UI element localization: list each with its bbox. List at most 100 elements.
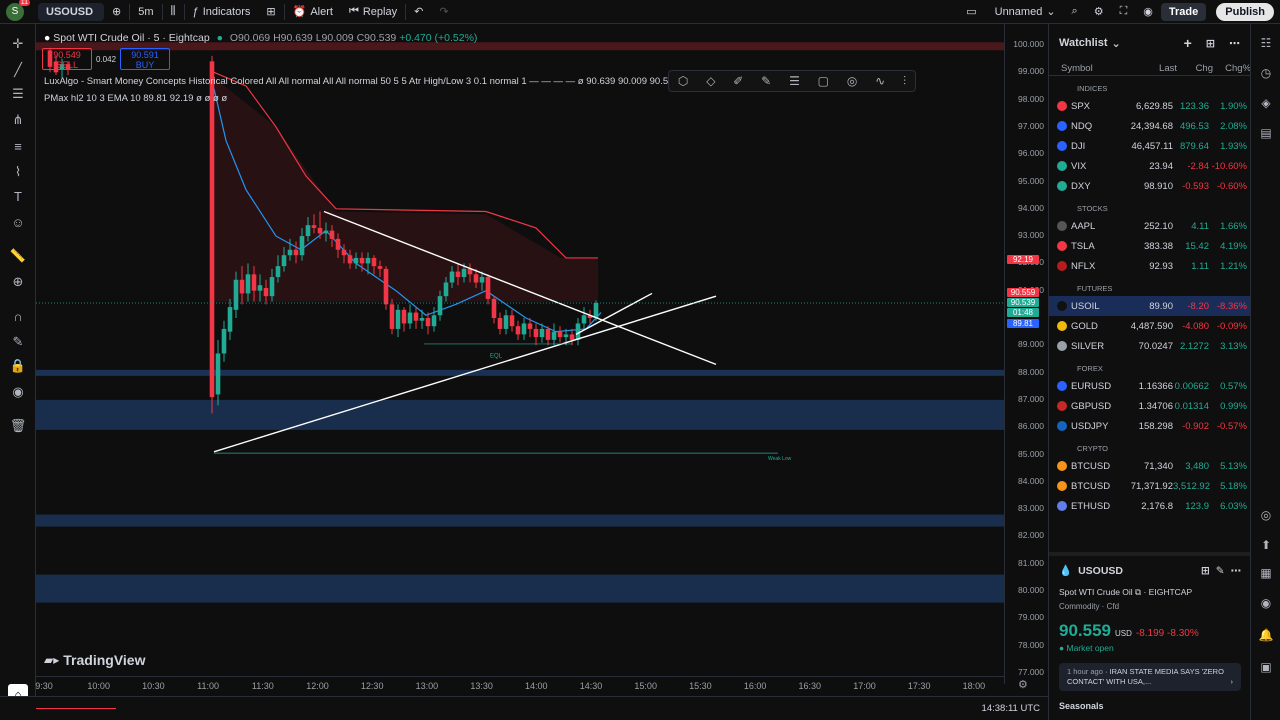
path-icon[interactable]: ◇ (706, 74, 716, 88)
calendar-icon[interactable]: ▦ (1260, 566, 1272, 580)
news-item[interactable]: 1 hour ago · IRAN STATE MEDIA SAYS 'ZERO… (1059, 663, 1241, 691)
pitchfork-icon[interactable]: ⋔ (12, 112, 24, 127)
col-last[interactable]: Last (1159, 63, 1177, 74)
settings-icon[interactable]: ⚙ (1093, 6, 1104, 18)
watchlist-row[interactable]: BTCUSD 71,371.92 3,512.92 5.18% (1049, 476, 1250, 496)
grid-icon[interactable]: ⊞ (1200, 564, 1210, 577)
circle-icon[interactable]: ◎ (846, 74, 858, 88)
chart-pane[interactable]: EQL Weak Low ● Spot WTI Crude Oil · 5 · E… (36, 24, 1048, 696)
trash-icon[interactable]: 🗑 (9, 418, 27, 433)
magnet-icon[interactable]: ∩ (13, 308, 23, 324)
templates-icon[interactable]: ⊞ (266, 6, 276, 18)
wave-icon[interactable]: ∿ (875, 74, 886, 88)
redo-icon[interactable]: ↷ (439, 6, 449, 18)
more-icon[interactable]: ⋯ (1230, 564, 1242, 577)
watchlist-row[interactable]: EURUSD 1.16366 0.00662 0.57% (1049, 376, 1250, 396)
lock-icon[interactable]: 🔒 (9, 358, 27, 373)
columns-icon[interactable]: ⊞ (1205, 37, 1215, 50)
clock[interactable]: 14:38:11 UTC (981, 703, 1040, 714)
interval-button[interactable]: 5m (138, 5, 154, 18)
buy-button[interactable]: 90.591 BUY (120, 48, 171, 70)
replay-button[interactable]: ⏮ Replay (348, 5, 398, 18)
publish-button[interactable]: Publish (1216, 2, 1274, 21)
undo-icon[interactable]: ↶ (414, 6, 424, 18)
user-avatar[interactable]: S 11 (6, 0, 30, 21)
edit-icon[interactable]: ✎ (1215, 564, 1225, 577)
add-symbol-icon[interactable]: ⊕ (112, 6, 122, 18)
watchlist-section-forex[interactable]: FOREX (1077, 364, 1103, 373)
details-name[interactable]: Spot WTI Crude Oil ⧉ · EIGHTCAP (1059, 587, 1193, 597)
layout-button[interactable]: ▭ Unnamed ⌄ (966, 5, 1056, 19)
add-symbol-icon[interactable]: + (1183, 35, 1192, 51)
price-axis[interactable]: 100.000 99.000 98.000 97.000 96.000 95.000 94.… (1004, 24, 1048, 684)
col-chg[interactable]: Chg (1195, 63, 1213, 74)
watchlist-row[interactable]: ETHUSD 2,176.8 123.9 6.03% (1049, 496, 1250, 516)
indicator-legend-pmax[interactable]: PMax hl2 10 3 EMA 10 89.81 92.19 ø ø ø ø (44, 93, 228, 104)
watchlist-row[interactable]: GBPUSD 1.34706 0.01314 0.99% (1049, 396, 1250, 416)
axis-settings-icon[interactable]: ⚙ (1018, 679, 1028, 691)
snapshot-icon[interactable]: ◉ (1143, 6, 1153, 18)
sell-button[interactable]: 90.549 SELL (42, 48, 92, 70)
eye-icon[interactable]: ◉ (12, 384, 24, 399)
fib-icon[interactable]: ≡ (14, 138, 22, 154)
alert-button[interactable]: ⏰ Alert (292, 5, 333, 19)
watchlist-section-stocks[interactable]: STOCKS (1077, 204, 1108, 213)
rect-icon[interactable]: ▢ (817, 74, 829, 88)
watchlist-row[interactable]: USDJPY 158.298 -0.902 -0.57% (1049, 416, 1250, 436)
watchlist-title[interactable]: Watchlist (1059, 37, 1108, 49)
horizontal-lines-icon[interactable]: ☰ (12, 86, 24, 101)
more-icon[interactable]: ⋯ (1229, 37, 1240, 50)
bars-icon[interactable]: ⫶ (903, 73, 907, 88)
quick-search-icon[interactable]: ⌕ (1071, 5, 1078, 17)
chat-icon[interactable]: ▤ (1260, 126, 1272, 140)
watchlist-section-futures[interactable]: FUTURES (1077, 284, 1113, 293)
zoom-icon[interactable]: ⊕ (12, 274, 24, 289)
ideas-icon[interactable]: ⬆ (1260, 538, 1272, 552)
watchlist-row[interactable]: NFLX 92.93 1.11 1.21% (1049, 256, 1250, 276)
fullscreen-icon[interactable]: ⛶ (1119, 5, 1128, 17)
time-axis[interactable]: 9:30 10:00 10:30 11:00 11:30 12:00 12:30 13:00 1… (35, 676, 1004, 696)
chart-legend-title[interactable]: ● Spot WTI Crude Oil · 5 · Eightcap ● O9… (44, 32, 478, 44)
watchlist-row[interactable]: AAPL 252.10 4.11 1.66% (1049, 216, 1250, 236)
symbol-search-button[interactable]: USOUSD (38, 2, 104, 21)
watchlist-row[interactable]: USOIL 89.90 -8.20 -8.36% (1049, 296, 1250, 316)
lock-draw-icon[interactable]: ✎ (12, 334, 24, 349)
replay-slider-icon[interactable] (36, 707, 116, 709)
watchlist-row[interactable]: GOLD 4,487.590 -4.080 -0.09% (1049, 316, 1250, 336)
pattern-icon[interactable]: ⌇ (14, 164, 22, 179)
col-symbol[interactable]: Symbol (1061, 63, 1093, 74)
indicators-button[interactable]: ƒ Indicators (192, 5, 251, 18)
chart-type-icon[interactable]: ⫼ (170, 5, 176, 17)
price-chart[interactable]: EQL Weak Low (36, 24, 1004, 676)
col-chgpct[interactable]: Chg% (1225, 63, 1251, 74)
watchlist-section-crypto[interactable]: CRYPTO (1077, 444, 1108, 453)
bottom-controls[interactable] (36, 705, 256, 711)
watchlist-row[interactable]: TSLA 383.38 15.42 4.19% (1049, 236, 1250, 256)
broadcast-icon[interactable]: ◉ (1260, 596, 1272, 610)
watchlist-row[interactable]: SILVER 70.0247 2.1272 3.13% (1049, 336, 1250, 356)
trend-line-icon[interactable]: ╱ (14, 62, 22, 77)
watchlist-row[interactable]: VIX 23.94 -2.84 -10.60% (1049, 156, 1250, 176)
emoji-icon[interactable]: ☺ (11, 214, 25, 230)
seasonals-section[interactable]: Seasonals (1059, 701, 1104, 711)
lines-icon[interactable]: ☰ (789, 74, 800, 88)
watchlist-row[interactable]: SPX 6,629.85 123.36 1.90% (1049, 96, 1250, 116)
alerts-clock-icon[interactable]: ◷ (1260, 66, 1272, 80)
watchlist-row[interactable]: BTCUSD 71,340 3,480 5.13% (1049, 456, 1250, 476)
chevron-down-icon[interactable]: ⌄ (1111, 37, 1121, 50)
brush-icon[interactable]: ✐ (733, 74, 744, 88)
trade-button[interactable]: Trade (1160, 2, 1207, 21)
watchlist-row[interactable]: DXY 98.910 -0.593 -0.60% (1049, 176, 1250, 196)
crosshair-icon[interactable]: ✛ (12, 36, 24, 51)
shape-icon[interactable]: ⬡ (677, 74, 689, 88)
target-icon[interactable]: ◎ (1260, 508, 1272, 522)
pen-icon[interactable]: ✎ (761, 74, 772, 88)
help-icon[interactable]: ▣ (1260, 660, 1272, 674)
indicator-legend-smc[interactable]: LuxAlgo - Smart Money Concepts Historica… (44, 76, 679, 87)
watchlist-row[interactable]: DJI 46,457.11 879.64 1.93% (1049, 136, 1250, 156)
watchlist-icon[interactable]: ☷ (1260, 36, 1272, 50)
layers-icon[interactable]: ◈ (1261, 96, 1271, 110)
ruler-icon[interactable]: 📏 (9, 248, 27, 263)
notifications-icon[interactable]: 🔔 (1258, 628, 1274, 642)
watchlist-section-indices[interactable]: INDICES (1077, 84, 1108, 93)
